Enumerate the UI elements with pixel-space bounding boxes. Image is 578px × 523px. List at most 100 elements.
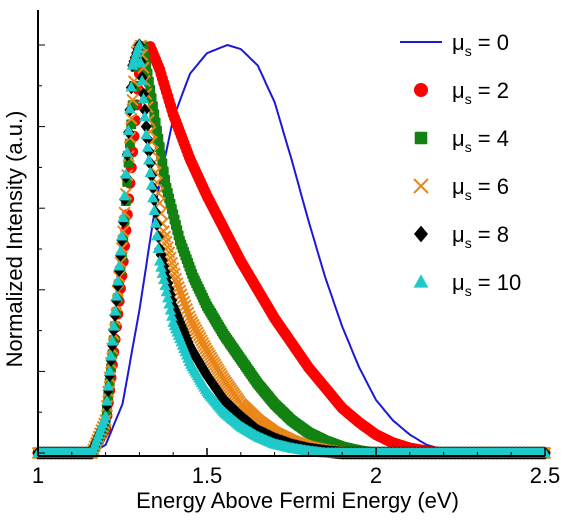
legend-swatch <box>414 83 428 97</box>
data-point <box>114 245 127 256</box>
data-point <box>148 204 161 216</box>
data-point <box>171 277 184 290</box>
data-point <box>99 410 112 421</box>
data-point <box>101 395 113 406</box>
data-point <box>125 81 138 92</box>
x-marker-stroke <box>183 310 196 323</box>
data-point <box>126 93 139 107</box>
data-point <box>125 112 138 126</box>
x-marker-stroke <box>173 284 187 298</box>
data-point <box>105 350 117 361</box>
legend-entry-5: μs = 10 <box>413 270 521 299</box>
data-point <box>140 120 152 134</box>
x-marker-stroke <box>175 288 188 301</box>
data-point <box>152 242 165 253</box>
legend-swatch <box>414 131 428 145</box>
x-tick-label: 2.5 <box>530 463 561 488</box>
data-point <box>107 320 120 331</box>
data-point <box>116 230 128 241</box>
data-point <box>156 267 169 278</box>
series-2 <box>33 41 550 458</box>
data-point <box>145 179 158 190</box>
data-point <box>160 174 171 185</box>
legend-label: μs = 2 <box>452 78 509 107</box>
x-marker-stroke <box>413 178 429 194</box>
data-point <box>102 380 115 391</box>
data-point <box>180 302 193 316</box>
data-point <box>141 141 154 152</box>
data-point <box>164 304 177 315</box>
data-point <box>144 166 156 178</box>
data-point <box>158 166 169 177</box>
x-marker-stroke <box>181 306 195 320</box>
legend-label: μs = 4 <box>452 126 509 155</box>
legend-entry-2: μs = 4 <box>414 126 509 155</box>
x-marker-stroke <box>154 207 168 220</box>
data-point <box>177 295 191 309</box>
data-point <box>139 110 151 122</box>
x-marker-stroke <box>126 93 139 107</box>
data-point <box>176 291 189 305</box>
data-point <box>173 284 187 298</box>
data-point <box>155 261 167 272</box>
data-point <box>153 255 166 266</box>
data-point <box>106 335 119 346</box>
data-point <box>175 288 188 301</box>
x-marker-stroke <box>177 295 191 309</box>
x-tick-label: 2 <box>370 463 382 488</box>
data-point <box>163 298 175 309</box>
x-marker-stroke <box>137 61 150 75</box>
data-point <box>122 124 135 136</box>
data-point <box>124 102 136 114</box>
data-point <box>133 38 146 50</box>
data-point <box>137 92 150 104</box>
series-5 <box>32 38 551 458</box>
data-point <box>151 229 163 241</box>
plot-marks <box>31 38 552 460</box>
data-point <box>121 146 134 157</box>
legend-label: μs = 10 <box>452 270 521 299</box>
legend-swatch <box>413 178 429 194</box>
legend-entry-0: μs = 0 <box>400 30 509 59</box>
legend-label: μs = 0 <box>452 30 509 59</box>
data-point <box>154 142 165 152</box>
data-point <box>159 279 171 291</box>
data-point <box>166 310 178 321</box>
legend-swatch <box>414 225 428 243</box>
data-point <box>157 273 170 284</box>
legend-swatch <box>413 274 429 288</box>
data-point <box>120 168 132 179</box>
data-point <box>162 291 174 303</box>
legend-entry-1: μs = 2 <box>414 78 509 107</box>
x-marker-stroke <box>179 299 192 312</box>
data-point <box>139 103 151 117</box>
x-marker-stroke <box>172 280 185 294</box>
x-marker-stroke <box>162 246 176 259</box>
legend-label: μs = 6 <box>452 174 509 203</box>
x-tick-label: 1 <box>32 463 44 488</box>
data-point <box>143 154 155 165</box>
data-point <box>181 306 195 320</box>
data-point <box>149 217 162 228</box>
x-marker-stroke <box>171 277 184 290</box>
x-marker-stroke <box>180 302 193 316</box>
x-marker-stroke <box>161 240 174 254</box>
data-point <box>172 280 185 294</box>
data-point <box>160 285 173 297</box>
data-point <box>109 305 121 316</box>
ticks: 1 1.5 2 2.5 <box>32 44 561 488</box>
axes <box>37 10 545 457</box>
data-point <box>111 275 124 286</box>
x-marker-stroke <box>176 291 189 305</box>
data-point <box>157 158 168 169</box>
x-marker-stroke <box>160 235 173 249</box>
data-point <box>113 260 125 271</box>
x-tick-label: 1.5 <box>192 463 223 488</box>
data-point <box>103 365 116 376</box>
y-axis-title: Normalized Intensity (a.u.) <box>2 111 27 368</box>
data-point <box>179 299 192 312</box>
legend-label: μs = 8 <box>452 222 509 251</box>
data-point <box>118 189 131 201</box>
data-point <box>134 56 147 68</box>
